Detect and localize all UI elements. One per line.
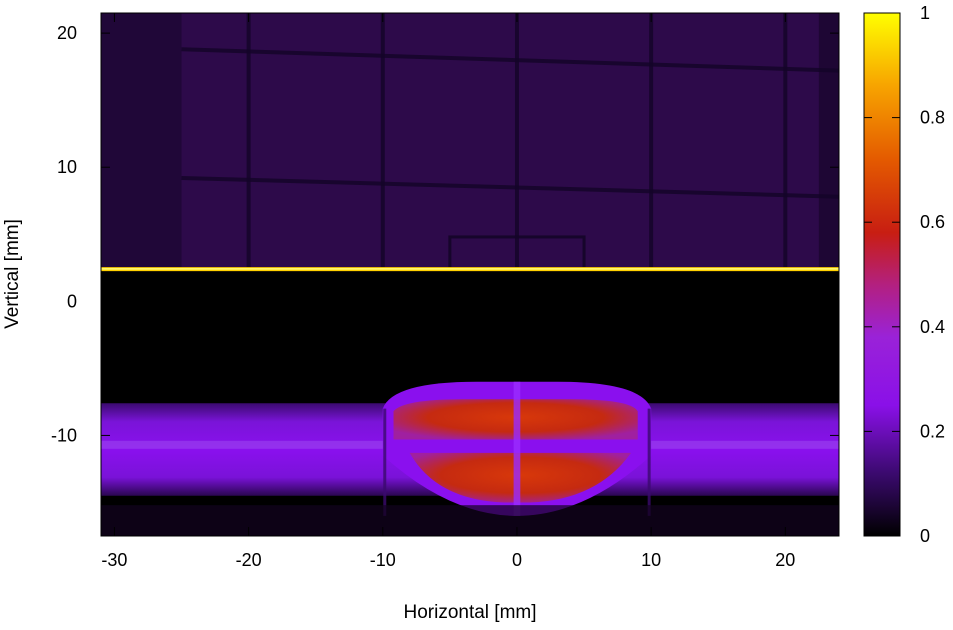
colorbar-tick-label: 0.2: [920, 421, 945, 441]
x-tick-label: -30: [101, 550, 127, 570]
shadow-grid-horizontal: [181, 175, 839, 199]
shadow-grid-horizontal: [181, 47, 839, 73]
colorbar-axis: 0 0.2 0.4 0.6 0.8 1: [864, 3, 945, 546]
plot-frame: [100, 12, 840, 537]
x-tick-label: -20: [236, 550, 262, 570]
y-tick-label: -10: [51, 425, 77, 445]
colorbar-tick-label: 0.4: [920, 317, 945, 337]
colorbar-tick-label: 0: [920, 526, 930, 546]
heatmap-image: [101, 13, 839, 536]
colorbar-tick-label: 0.6: [920, 212, 945, 232]
y-tick-label: 10: [57, 157, 77, 177]
left-dark-band: [101, 13, 182, 270]
x-axis: -30 -20 -10 0 10 20: [101, 13, 795, 570]
x-axis-label: Horizontal [mm]: [403, 602, 536, 623]
x-tick-label: -10: [370, 550, 396, 570]
bright-line-core: [101, 268, 839, 270]
y-tick-label: 0: [67, 291, 77, 311]
y-axis-label: Vertical [mm]: [2, 219, 23, 329]
x-tick-label: 10: [641, 550, 661, 570]
x-tick-label: 20: [775, 550, 795, 570]
y-tick-label: 20: [57, 23, 77, 43]
colorbar-tick-label: 0.8: [920, 108, 945, 128]
colorbar-tick-label: 1: [920, 3, 930, 23]
upper-background-region: [101, 13, 839, 270]
bottom-dark-strip: [101, 505, 839, 536]
right-dark-band: [818, 13, 839, 270]
y-axis: -10 0 10 20: [51, 23, 839, 445]
beam-center-notch: [513, 381, 521, 516]
colorbar: [863, 12, 901, 537]
x-tick-label: 0: [512, 550, 522, 570]
